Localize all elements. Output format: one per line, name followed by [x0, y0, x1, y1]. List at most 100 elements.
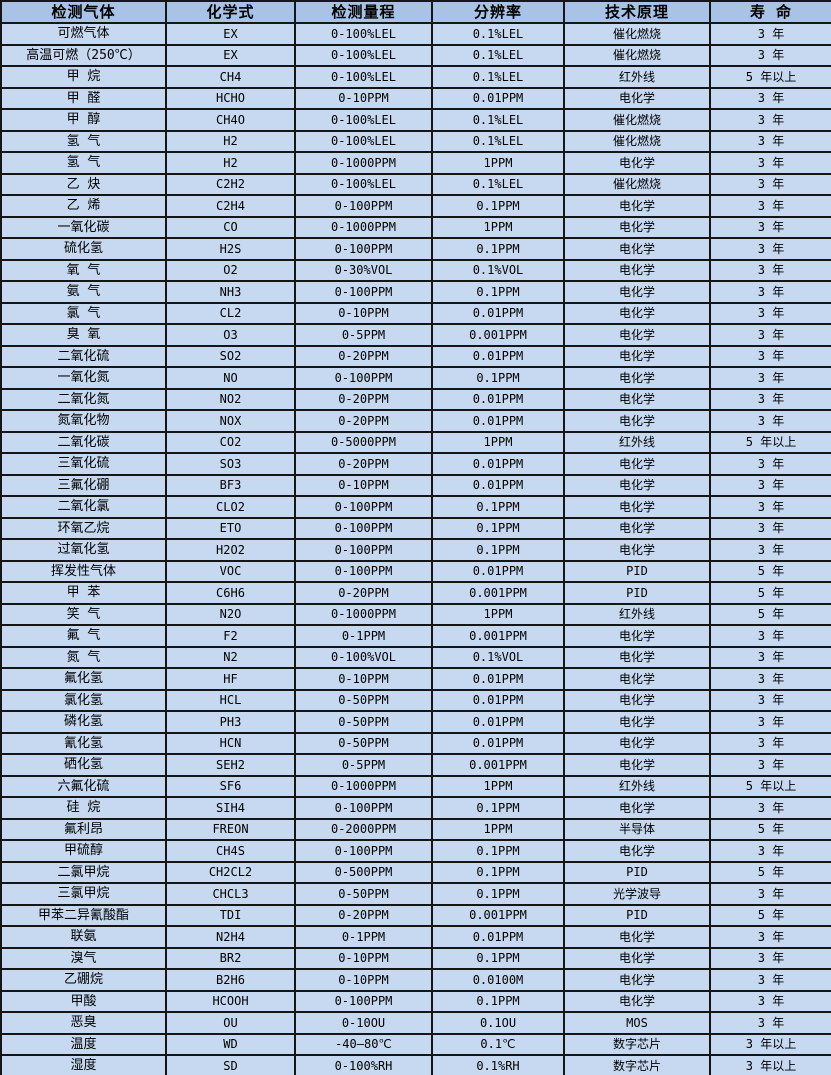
cell-principle: 电化学	[563, 495, 711, 519]
header-row: 检测气体 化学式 检测量程 分辨率 技术原理寿 命	[0, 0, 831, 24]
cell-principle: 半导体	[563, 817, 711, 841]
table-body: 可燃气体 EX 0-100%LEL 0.1%LEL 催化燃烧 3 年高温可燃（250℃） E…	[0, 22, 831, 1075]
table-row: 氢 气 H2 0-1000PPM 1PPM 电化学 3 年	[0, 151, 831, 175]
cell-lifespan: 3 年	[709, 839, 831, 863]
cell-gas: 氟利昂	[0, 817, 167, 841]
cell-lifespan: 3 年	[709, 22, 831, 46]
cell-range: 0-100PPM	[294, 839, 433, 863]
cell-gas: 过氧化氢	[0, 538, 167, 562]
cell-range: 0-10PPM	[294, 473, 433, 497]
cell-range: 0-10PPM	[294, 946, 433, 970]
cell-formula: PH3	[165, 710, 296, 734]
column-header-principle: 技术原理	[563, 0, 711, 24]
cell-gas: 二氧化氯	[0, 495, 167, 519]
cell-lifespan: 3 年	[709, 452, 831, 476]
cell-lifespan: 3 年	[709, 194, 831, 218]
cell-range: 0-100%LEL	[294, 22, 433, 46]
cell-lifespan: 3 年	[709, 344, 831, 368]
cell-range: 0-100%LEL	[294, 65, 433, 89]
cell-range: 0-50PPM	[294, 688, 433, 712]
cell-principle: 电化学	[563, 516, 711, 540]
cell-lifespan: 3 年	[709, 473, 831, 497]
cell-gas: 氢 气	[0, 151, 167, 175]
cell-principle: 电化学	[563, 645, 711, 669]
cell-principle: 数字芯片	[563, 1054, 711, 1075]
table-row: 二氯甲烷 CH2CL2 0-500PPM 0.1PPM PID 5 年	[0, 860, 831, 884]
cell-range: 0-20PPM	[294, 903, 433, 927]
cell-lifespan: 5 年	[709, 602, 831, 626]
cell-lifespan: 5 年	[709, 903, 831, 927]
cell-resolution: 0.01PPM	[431, 473, 565, 497]
table-row: 氢 气 H2 0-100%LEL 0.1%LEL 催化燃烧 3 年	[0, 129, 831, 153]
cell-lifespan: 3 年	[709, 258, 831, 282]
table-row: 高温可燃（250℃） EX 0-100%LEL 0.1%LEL 催化燃烧 3 年	[0, 43, 831, 67]
cell-gas: 硫化氢	[0, 237, 167, 261]
cell-resolution: 0.1PPM	[431, 194, 565, 218]
cell-principle: 电化学	[563, 280, 711, 304]
cell-lifespan: 3 年	[709, 366, 831, 390]
cell-principle: 催化燃烧	[563, 172, 711, 196]
table-row: 笑 气 N2O 0-1000PPM 1PPM 红外线 5 年	[0, 602, 831, 626]
cell-gas: 联氨	[0, 925, 167, 949]
cell-range: 0-10PPM	[294, 86, 433, 110]
cell-lifespan: 3 年	[709, 301, 831, 325]
cell-formula: C2H4	[165, 194, 296, 218]
cell-formula: WD	[165, 1032, 296, 1056]
cell-resolution: 1PPM	[431, 430, 565, 454]
table-row: 乙 烯 C2H4 0-100PPM 0.1PPM 电化学 3 年	[0, 194, 831, 218]
cell-range: 0-20PPM	[294, 452, 433, 476]
cell-formula: FREON	[165, 817, 296, 841]
cell-lifespan: 3 年	[709, 215, 831, 239]
cell-resolution: 1PPM	[431, 602, 565, 626]
cell-principle: 电化学	[563, 237, 711, 261]
table-row: 甲硫醇 CH4S 0-100PPM 0.1PPM 电化学 3 年	[0, 839, 831, 863]
cell-gas: 甲 醇	[0, 108, 167, 132]
table-row: 氯 气 CL2 0-10PPM 0.01PPM 电化学 3 年	[0, 301, 831, 325]
table-row: 甲 醛 HCHO 0-10PPM 0.01PPM 电化学 3 年	[0, 86, 831, 110]
cell-principle: 催化燃烧	[563, 22, 711, 46]
cell-gas: 乙 炔	[0, 172, 167, 196]
cell-range: 0-100PPM	[294, 538, 433, 562]
cell-formula: O2	[165, 258, 296, 282]
cell-formula: CH4	[165, 65, 296, 89]
cell-formula: H2S	[165, 237, 296, 261]
cell-formula: H2	[165, 129, 296, 153]
cell-gas: 环氧乙烷	[0, 516, 167, 540]
table-row: 联氨 N2H4 0-1PPM 0.01PPM 电化学 3 年	[0, 925, 831, 949]
cell-gas: 三氟化硼	[0, 473, 167, 497]
cell-resolution: 0.1PPM	[431, 946, 565, 970]
cell-formula: H2	[165, 151, 296, 175]
cell-resolution: 0.1%LEL	[431, 172, 565, 196]
cell-formula: O3	[165, 323, 296, 347]
cell-formula: NOX	[165, 409, 296, 433]
cell-principle: 电化学	[563, 151, 711, 175]
cell-principle: 电化学	[563, 387, 711, 411]
cell-range: 0-100%VOL	[294, 645, 433, 669]
cell-formula: CL2	[165, 301, 296, 325]
cell-formula: SEH2	[165, 753, 296, 777]
table-row: 过氧化氢 H2O2 0-100PPM 0.1PPM 电化学 3 年	[0, 538, 831, 562]
cell-principle: 电化学	[563, 667, 711, 691]
cell-lifespan: 3 年	[709, 280, 831, 304]
cell-resolution: 0.01PPM	[431, 688, 565, 712]
table-row: 氨 气 NH3 0-100PPM 0.1PPM 电化学 3 年	[0, 280, 831, 304]
cell-formula: NO2	[165, 387, 296, 411]
cell-resolution: 0.1OU	[431, 1011, 565, 1035]
table-row: 一氧化氮 NO 0-100PPM 0.1PPM 电化学 3 年	[0, 366, 831, 390]
cell-range: 0-5PPM	[294, 323, 433, 347]
cell-formula: HCHO	[165, 86, 296, 110]
cell-range: 0-20PPM	[294, 387, 433, 411]
table-row: 六氟化硫 SF6 0-1000PPM 1PPM 红外线 5 年以上	[0, 774, 831, 798]
cell-principle: 电化学	[563, 688, 711, 712]
cell-principle: 电化学	[563, 194, 711, 218]
cell-principle: 电化学	[563, 538, 711, 562]
cell-lifespan: 3 年以上	[709, 1054, 831, 1075]
cell-principle: 电化学	[563, 258, 711, 282]
cell-formula: HCN	[165, 731, 296, 755]
cell-lifespan: 3 年	[709, 753, 831, 777]
cell-resolution: 0.001PPM	[431, 581, 565, 605]
cell-range: 0-100%LEL	[294, 43, 433, 67]
cell-range: 0-10PPM	[294, 968, 433, 992]
cell-formula: BR2	[165, 946, 296, 970]
cell-lifespan: 3 年	[709, 409, 831, 433]
